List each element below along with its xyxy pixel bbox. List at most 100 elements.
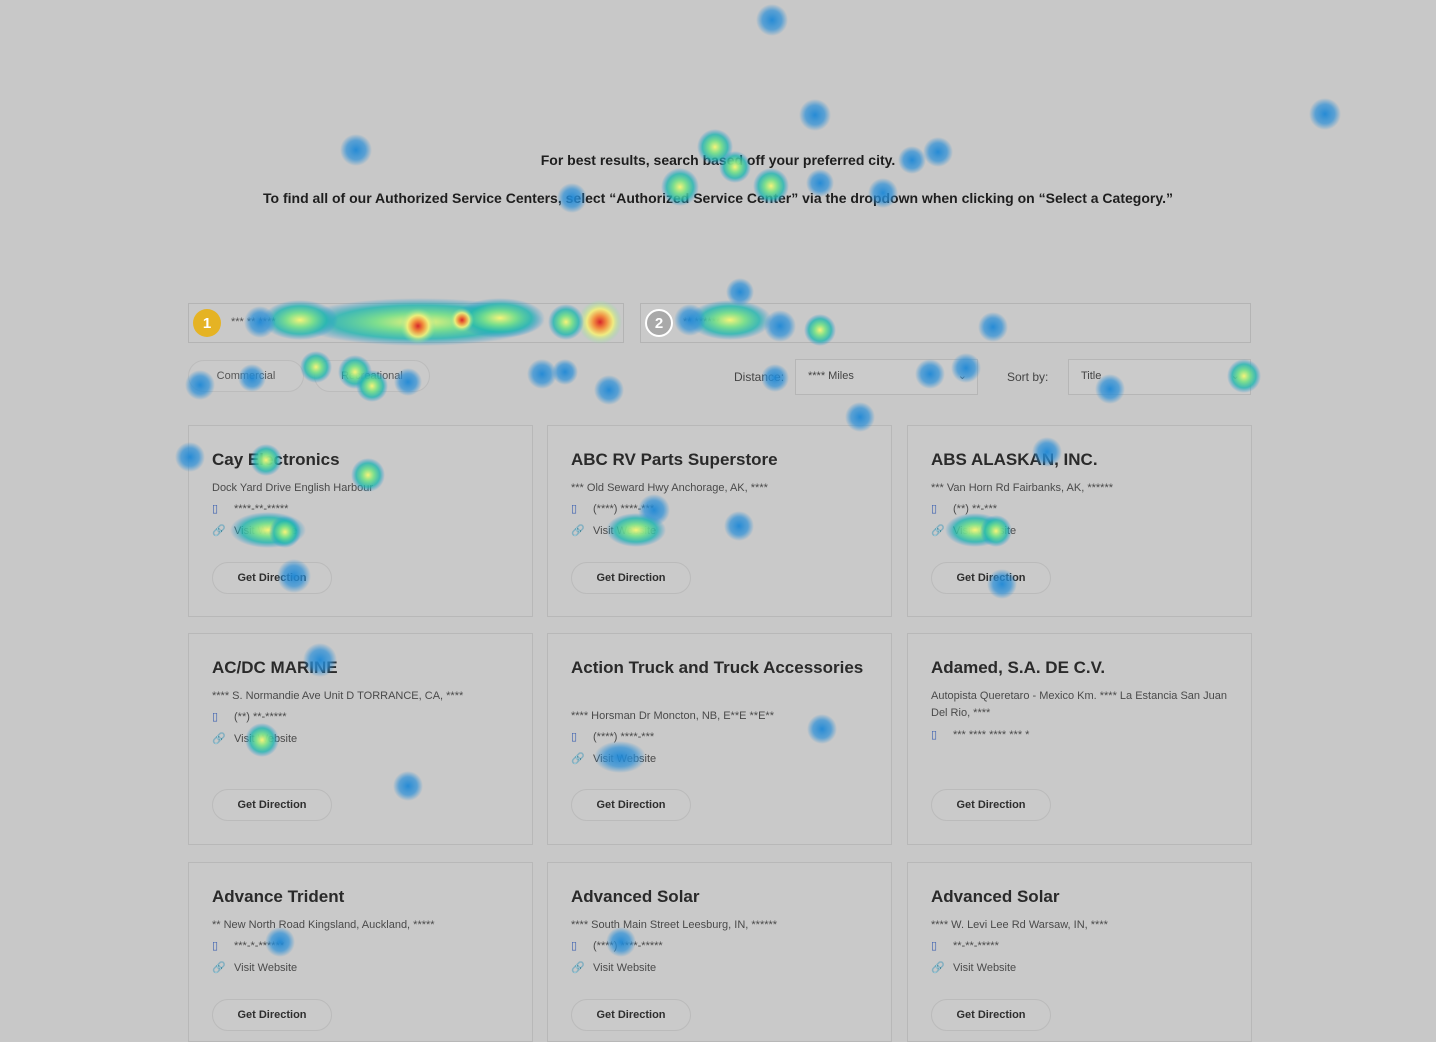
store-card: Advance Trident ** New North Road Kingsl… <box>188 862 533 1042</box>
sort-label: Sort by: <box>1007 370 1049 384</box>
store-address: *** Old Seward Hwy Anchorage, AK, **** <box>571 482 768 494</box>
get-direction-button[interactable]: Get Direction <box>931 562 1051 594</box>
store-phone[interactable]: ▯ (****) ****-*** <box>571 502 654 515</box>
store-card: Adamed, S.A. DE C.V. Autopista Queretaro… <box>907 633 1252 845</box>
chevron-down-icon: ⌄ <box>957 370 967 382</box>
phone-icon: ▯ <box>931 729 938 741</box>
store-phone-value: (****) ****-*** <box>593 503 655 515</box>
store-phone-value: (**) **-***** <box>234 711 287 723</box>
location-search-value: *** ** **** <box>231 316 276 328</box>
store-card: Advanced Solar **** South Main Street Le… <box>547 862 892 1042</box>
visit-website-label: Visit Website <box>593 753 657 765</box>
store-address: **** W. Levi Lee Rd Warsaw, IN, **** <box>931 919 1108 931</box>
get-direction-button[interactable]: Get Direction <box>571 789 691 821</box>
visit-website-link[interactable]: 🔗 Visit Website <box>571 524 656 537</box>
store-phone[interactable]: ▯ **-**-***** <box>931 939 999 952</box>
get-direction-button[interactable]: Get Direction <box>212 789 332 821</box>
store-title: Advance Trident <box>212 887 345 906</box>
recreational-filter-button[interactable]: Recreational <box>314 360 430 392</box>
get-direction-button[interactable]: Get Direction <box>571 562 691 594</box>
step-2-badge: 2 <box>645 309 673 337</box>
visit-website-link[interactable]: 🔗 Visit Website <box>212 732 297 745</box>
store-phone[interactable]: ▯ *** **** **** *** * <box>931 728 1029 741</box>
get-direction-button[interactable]: Get Direction <box>571 999 691 1031</box>
store-address: **** South Main Street Leesburg, IN, ***… <box>571 919 778 931</box>
store-phone-value: (****) ****-*** <box>593 731 655 743</box>
visit-website-label: Visit Website <box>234 525 298 537</box>
store-phone[interactable]: ▯ (**) **-*** <box>931 502 997 515</box>
store-phone[interactable]: ▯ ****-**-***** <box>212 502 288 515</box>
store-phone[interactable]: ▯ (**) **-***** <box>212 710 287 723</box>
sort-select[interactable]: Title ⌄ <box>1068 359 1251 395</box>
get-direction-button[interactable]: Get Direction <box>212 562 332 594</box>
visit-website-label: Visit Website <box>234 733 298 745</box>
phone-icon: ▯ <box>931 940 938 952</box>
visit-website-label: Visit Website <box>593 525 657 537</box>
link-icon: 🔗 <box>571 753 585 765</box>
visit-website-label: Visit Website <box>953 962 1017 974</box>
store-phone-value: ****-**-***** <box>234 503 289 515</box>
link-icon: 🔗 <box>212 962 226 974</box>
step-1-badge: 1 <box>193 309 221 337</box>
store-address: **** Horsman Dr Moncton, NB, E**E **E** <box>571 710 774 722</box>
visit-website-label: Visit Website <box>593 962 657 974</box>
visit-website-link[interactable]: 🔗 Visit Website <box>212 524 297 537</box>
store-phone[interactable]: ▯ (****) ****-***** <box>571 939 663 952</box>
store-phone-value: (****) ****-***** <box>593 940 663 952</box>
visit-website-link[interactable]: 🔗 Visit Website <box>931 961 1016 974</box>
store-title: ABC RV Parts Superstore <box>571 450 778 469</box>
get-direction-button[interactable]: Get Direction <box>931 999 1051 1031</box>
visit-website-link[interactable]: 🔗 Visit Website <box>571 752 656 765</box>
link-icon: 🔗 <box>212 525 226 537</box>
phone-icon: ▯ <box>571 731 578 743</box>
store-card: Action Truck and Truck Accessories **** … <box>547 633 892 845</box>
store-card: Advanced Solar **** W. Levi Lee Rd Warsa… <box>907 862 1252 1042</box>
link-icon: 🔗 <box>212 733 226 745</box>
store-card: AC/DC MARINE **** S. Normandie Ave Unit … <box>188 633 533 845</box>
distance-select[interactable]: **** Miles ⌄ <box>795 359 978 395</box>
visit-website-link[interactable]: 🔗 Visit Website <box>212 961 297 974</box>
store-title: Advanced Solar <box>571 887 700 906</box>
category-search-value: ** ****** <box>683 316 721 328</box>
get-direction-button[interactable]: Get Direction <box>212 999 332 1031</box>
store-address: Dock Yard Drive English Harbour <box>212 482 373 494</box>
link-icon: 🔗 <box>571 525 585 537</box>
visit-website-label: Visit Website <box>953 525 1017 537</box>
distance-label: Distance: <box>734 370 785 384</box>
store-title: Advanced Solar <box>931 887 1060 906</box>
phone-icon: ▯ <box>212 940 219 952</box>
location-search-input[interactable]: 1 *** ** **** <box>188 303 624 343</box>
phone-icon: ▯ <box>212 503 219 515</box>
commercial-filter-button[interactable]: Commercial <box>188 360 304 392</box>
store-address: *** Van Horn Rd Fairbanks, AK, ****** <box>931 482 1113 494</box>
store-title: ABS ALASKAN, INC. <box>931 450 1098 469</box>
store-phone[interactable]: ▯ (****) ****-*** <box>571 730 654 743</box>
store-address: **** S. Normandie Ave Unit D TORRANCE, C… <box>212 690 464 702</box>
store-phone-value: **-**-***** <box>953 940 999 952</box>
sort-value: Title <box>1081 370 1102 382</box>
category-search-input[interactable]: 2 ** ****** <box>640 303 1251 343</box>
distance-value: **** Miles <box>808 370 854 382</box>
store-card: ABS ALASKAN, INC. *** Van Horn Rd Fairba… <box>907 425 1252 617</box>
store-card: ABC RV Parts Superstore *** Old Seward H… <box>547 425 892 617</box>
store-address: Autopista Queretaro - Mexico Km. **** La… <box>931 690 1227 719</box>
link-icon: 🔗 <box>571 962 585 974</box>
phone-icon: ▯ <box>571 940 578 952</box>
store-phone-value: (**) **-*** <box>953 503 998 515</box>
store-title: Adamed, S.A. DE C.V. <box>931 658 1106 677</box>
phone-icon: ▯ <box>571 503 578 515</box>
chevron-down-icon: ⌄ <box>1230 370 1240 382</box>
store-phone[interactable]: ▯ ***-*-****** <box>212 939 284 952</box>
phone-icon: ▯ <box>212 711 219 723</box>
visit-website-label: Visit Website <box>234 962 298 974</box>
intro-line-2: To find all of our Authorized Service Ce… <box>263 190 1173 206</box>
store-title: Action Truck and Truck Accessories <box>571 658 864 677</box>
store-title: AC/DC MARINE <box>212 658 338 677</box>
store-phone-value: ***-*-****** <box>234 940 285 952</box>
link-icon: 🔗 <box>931 525 945 537</box>
get-direction-button[interactable]: Get Direction <box>931 789 1051 821</box>
store-phone-value: *** **** **** *** * <box>953 729 1030 741</box>
visit-website-link[interactable]: 🔗 Visit Website <box>931 524 1016 537</box>
store-address: ** New North Road Kingsland, Auckland, *… <box>212 919 435 931</box>
visit-website-link[interactable]: 🔗 Visit Website <box>571 961 656 974</box>
